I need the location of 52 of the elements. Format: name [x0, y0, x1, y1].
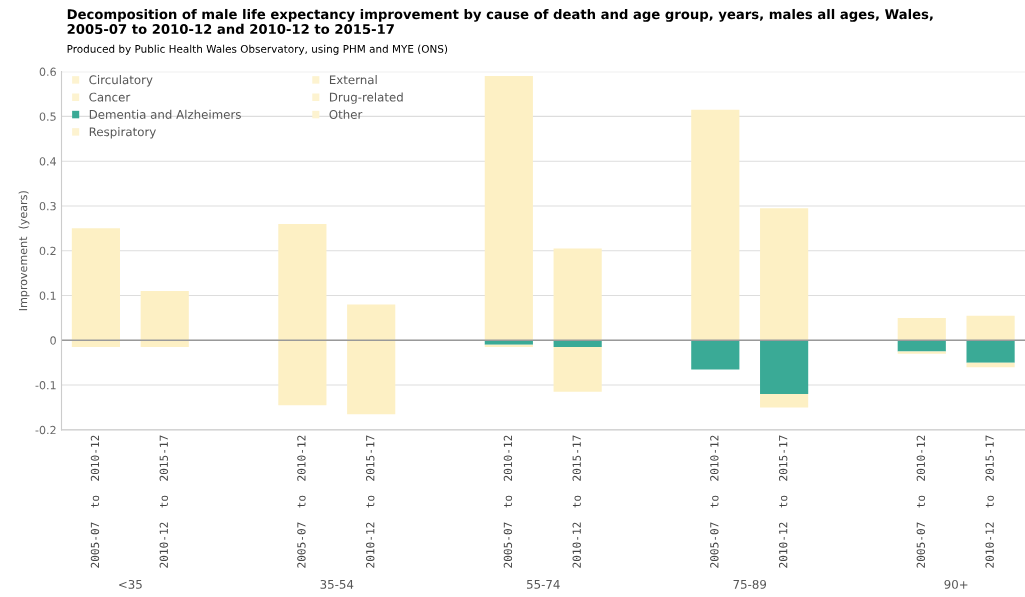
x-tick-label: 2010-12 to 2015-17: [366, 435, 375, 568]
x-tick-label: 2010-12 to 2015-17: [159, 435, 168, 568]
x-tick-label: 2005-07 to 2010-12: [297, 435, 306, 568]
bar: [347, 304, 396, 341]
bar: [347, 340, 396, 415]
text: 55-74: [527, 580, 560, 589]
legend-label: Other: [329, 109, 363, 119]
x-tick-label: 2010-12 to 2015-17: [778, 435, 788, 568]
bar: [278, 340, 327, 406]
bar: [691, 340, 740, 370]
y-tick-label: 0.3: [39, 201, 56, 211]
bar: [966, 315, 1015, 341]
legend-label: Drug-related: [329, 92, 403, 104]
text: 35-54: [320, 579, 354, 589]
x-tick-label: 2005-07 to 2010-12: [916, 435, 926, 568]
bar: [966, 340, 1015, 363]
x-tick-label: 2010-12 to 2015-17: [572, 435, 581, 568]
bar: [140, 291, 189, 341]
y-tick-label: 0.1: [39, 291, 56, 300]
y-tick-label: 0.5: [39, 112, 56, 121]
bar: [897, 351, 946, 354]
bar: [553, 248, 602, 341]
x-tick-label: 2010-12 to 2015-17: [985, 435, 994, 568]
x-tick-label: 2005-07 to 2010-12: [710, 435, 719, 568]
bar: [71, 228, 120, 341]
x-tick-label: 2005-07 to 2010-12: [90, 435, 100, 568]
y-tick-label: 0.6: [39, 67, 56, 77]
bar: [760, 208, 809, 341]
legend-label: Dementia and Alzheimers: [89, 109, 241, 119]
text: 90+: [944, 579, 968, 589]
x-tick-label: 2005-07 to 2010-12: [503, 435, 513, 568]
legend-label: Respiratory: [89, 127, 156, 139]
y-tick-label: -0.1: [35, 381, 56, 390]
bar: [897, 317, 946, 341]
y-tick-label: 0.4: [39, 157, 57, 166]
chart-title: Decomposition of male life expectancy improvement by cause of death and age group, years, males all ages, Wales, 2005-07 to 2010-12 and 2010-12 to 2015-17: [67, 8, 933, 35]
bar: [691, 109, 740, 341]
legend-label: Cancer: [89, 92, 131, 102]
y-axis-title: Improvement (years): [18, 191, 30, 311]
chart-subtitle: Produced by Public Health Wales Observatory, using PHM and MYE (ONS): [67, 44, 448, 55]
y-tick-label: -0.2: [35, 425, 56, 435]
bar: [484, 76, 533, 341]
text: 75-89: [733, 579, 767, 589]
y-tick-label: 0: [50, 336, 56, 345]
bar: [553, 347, 602, 392]
legend-label: Circulatory: [89, 75, 153, 87]
y-tick-label: 0.2: [39, 246, 56, 256]
text: <35: [119, 579, 142, 589]
bar: [760, 394, 809, 408]
bar: [760, 340, 809, 395]
legend-label: External: [329, 75, 377, 85]
bar: [278, 223, 327, 341]
